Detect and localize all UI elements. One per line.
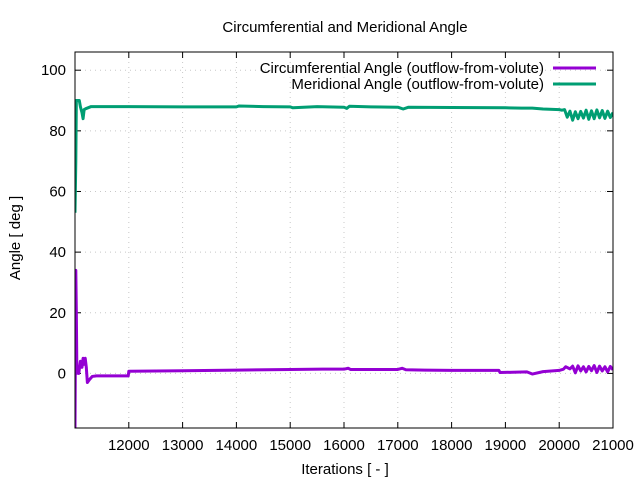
- legend: Circumferential Angle (outflow-from-volu…: [260, 60, 596, 93]
- x-tick-label: 18000: [431, 437, 473, 454]
- chart-title: Circumferential and Meridional Angle: [222, 19, 467, 36]
- x-axis-label: Iterations [ - ]: [301, 461, 389, 478]
- y-tick-label: 80: [49, 123, 66, 140]
- x-tick-label: 17000: [377, 437, 419, 454]
- series-lines: [75, 99, 613, 428]
- plot-frame: [74, 51, 614, 429]
- axis-ticks: 0 20 40 60 80 100 12000 13000 14000 15000 16000 170…: [41, 52, 634, 454]
- legend-label-0: Circumferential Angle (outflow-from-volu…: [260, 60, 544, 77]
- y-axis-label: Angle [ deg ]: [7, 196, 24, 280]
- series-line-1: [75, 99, 613, 213]
- x-tick-label: 14000: [216, 437, 258, 454]
- x-tick-label: 20000: [538, 437, 580, 454]
- legend-label-1: Meridional Angle (outflow-from-volute): [291, 76, 544, 93]
- y-tick-label: 60: [49, 183, 66, 200]
- x-tick-label: 16000: [323, 437, 365, 454]
- y-tick-label: 20: [49, 305, 66, 322]
- y-tick-label: 0: [58, 365, 66, 382]
- y-tick-label: 40: [49, 244, 66, 261]
- x-tick-label: 13000: [162, 437, 204, 454]
- y-tick-label: 100: [41, 62, 66, 79]
- x-tick-label: 19000: [485, 437, 527, 454]
- x-tick-label: 21000: [592, 437, 634, 454]
- x-tick-label: 15000: [269, 437, 311, 454]
- series-line-0: [75, 268, 613, 428]
- x-tick-label: 12000: [108, 437, 150, 454]
